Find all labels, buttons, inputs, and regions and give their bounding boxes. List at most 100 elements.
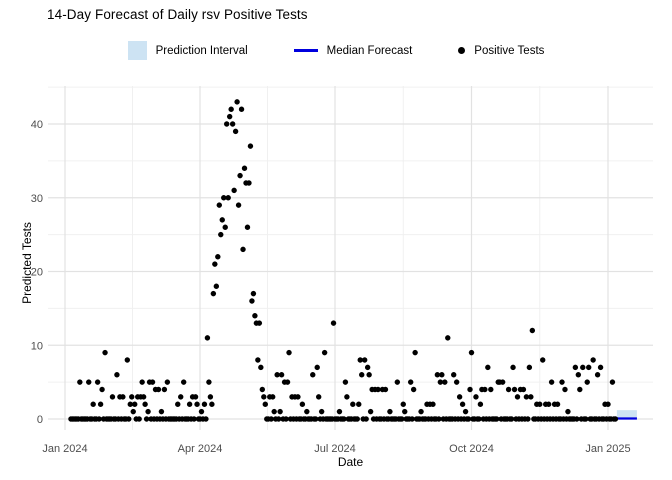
- data-point: [102, 349, 108, 356]
- data-point: [359, 372, 365, 378]
- data-point: [249, 298, 255, 304]
- data-point: [238, 106, 245, 112]
- legend-label-median-forecast: Median Forecast: [326, 44, 413, 57]
- data-point: [494, 416, 500, 422]
- data-point: [274, 372, 280, 378]
- data-point: [572, 364, 579, 371]
- legend: Prediction Interval Median Forecast Posi…: [0, 41, 672, 60]
- data-point: [235, 202, 242, 208]
- data-point: [594, 372, 601, 378]
- data-point: [114, 372, 120, 378]
- data-point: [609, 379, 616, 385]
- data-point: [212, 261, 218, 267]
- data-point: [612, 416, 619, 422]
- data-point: [554, 401, 561, 407]
- data-point: [363, 416, 369, 422]
- data-point: [127, 401, 133, 407]
- x-tick-label: Jul 2024: [314, 443, 356, 455]
- y-tick-label: 0: [37, 414, 43, 426]
- data-point: [215, 254, 221, 260]
- data-point: [210, 290, 217, 297]
- data-point: [99, 386, 105, 393]
- data-point: [575, 372, 582, 378]
- data-point: [90, 401, 96, 407]
- data-point: [213, 283, 220, 289]
- data-point: [367, 408, 374, 415]
- data-point: [304, 408, 310, 415]
- data-point: [284, 379, 291, 385]
- x-tick-label: Oct 2024: [449, 443, 494, 455]
- data-point: [142, 401, 148, 407]
- data-point: [258, 364, 264, 371]
- data-point: [222, 224, 228, 230]
- data-point: [232, 128, 239, 135]
- data-point: [145, 408, 151, 415]
- data-point: [499, 379, 506, 385]
- data-point: [259, 386, 266, 393]
- data-point: [175, 401, 181, 407]
- data-point: [143, 416, 150, 422]
- data-point: [529, 327, 536, 334]
- data-point: [198, 408, 205, 415]
- data-point: [178, 394, 184, 400]
- data-point: [375, 386, 381, 393]
- data-point: [525, 416, 531, 422]
- data-point: [271, 408, 277, 415]
- data-point: [407, 379, 414, 385]
- data-point: [364, 364, 371, 371]
- data-point: [462, 408, 469, 415]
- y-tick-label: 20: [31, 267, 43, 279]
- data-point: [228, 106, 234, 112]
- data-point: [473, 394, 479, 400]
- data-point: [314, 364, 320, 371]
- data-point: [313, 416, 319, 422]
- data-point: [206, 379, 212, 385]
- data-point: [436, 416, 442, 422]
- data-point: [356, 401, 362, 407]
- data-point: [241, 165, 248, 171]
- data-point: [520, 386, 527, 393]
- data-point: [402, 408, 408, 415]
- data-point: [597, 364, 604, 371]
- data-point: [126, 416, 132, 422]
- data-point: [140, 394, 147, 400]
- data-point: [224, 121, 230, 127]
- data-point: [565, 408, 571, 415]
- data-point: [418, 408, 424, 415]
- data-point: [225, 195, 231, 201]
- data-point: [357, 357, 363, 363]
- data-point: [244, 224, 251, 230]
- data-point: [511, 386, 518, 393]
- legend-item-positive-tests: Positive Tests: [458, 45, 544, 57]
- data-point: [149, 379, 156, 385]
- data-point: [207, 394, 214, 400]
- data-point: [180, 379, 187, 385]
- data-point: [344, 394, 350, 400]
- data-point: [132, 401, 138, 407]
- data-point: [315, 394, 322, 400]
- data-point: [394, 379, 401, 385]
- data-point: [136, 416, 142, 422]
- data-point: [231, 187, 237, 194]
- data-point: [488, 386, 494, 393]
- data-point: [278, 372, 285, 378]
- y-tick-label: 40: [31, 119, 43, 131]
- data-point: [510, 364, 516, 371]
- x-tick-label: Jan 2024: [42, 443, 87, 455]
- data-point: [256, 320, 263, 326]
- data-point: [526, 364, 533, 371]
- data-point: [216, 202, 222, 208]
- data-point: [310, 372, 316, 378]
- data-point: [523, 394, 530, 400]
- data-point: [336, 408, 343, 415]
- data-point: [221, 195, 227, 201]
- data-point: [442, 379, 448, 385]
- data-point: [139, 379, 145, 385]
- data-point: [96, 416, 102, 422]
- data-point: [201, 401, 208, 407]
- data-point: [261, 394, 267, 400]
- data-point: [451, 372, 457, 378]
- data-point: [468, 349, 475, 356]
- data-point: [545, 401, 552, 407]
